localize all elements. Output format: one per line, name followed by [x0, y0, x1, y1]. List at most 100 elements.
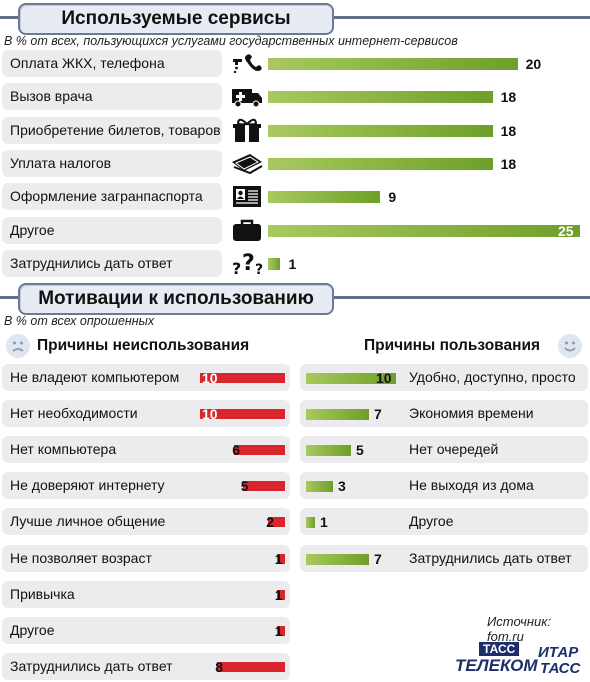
use-bar: [306, 554, 369, 565]
nonuse-row-bg: [2, 617, 290, 644]
nonuse-label: Лучше личное общение: [10, 513, 166, 529]
nonuse-bar: [217, 662, 285, 672]
nonuse-label: Не доверяют интернету: [10, 477, 165, 493]
use-value: 7: [374, 551, 382, 567]
use-bar: [306, 445, 351, 456]
nonuse-label: Другое: [10, 622, 55, 638]
nonuse-value: 10: [202, 406, 218, 422]
nonuse-label: Не владеют компьютером: [10, 369, 180, 385]
sad-face-icon: [6, 334, 30, 358]
tass-telecom-logo: ТАСС ТЕЛЕКОМ: [455, 642, 538, 675]
service-row-bg: [2, 250, 222, 277]
question-icon: ???: [230, 250, 264, 278]
nonuse-value: 1: [274, 551, 283, 567]
service-bar: [268, 58, 518, 70]
use-bar: [306, 373, 396, 384]
services-note: В % от всех, пользующихся услугами госуд…: [4, 34, 458, 48]
service-value: 18: [500, 156, 517, 172]
services-title: Используемые сервисы: [18, 3, 334, 35]
source-note: Источник: fom.ru: [487, 614, 551, 644]
service-row-bg: [2, 150, 222, 177]
nonuse-bar: [276, 554, 285, 564]
use-label: Экономия времени: [409, 405, 534, 421]
service-label: Вызов врача: [10, 88, 93, 104]
service-bar: [268, 191, 381, 203]
use-value: 1: [320, 514, 328, 530]
service-row-bg: [2, 217, 222, 244]
nonuse-bar: [200, 409, 285, 419]
nonuse-label: Нет компьютера: [10, 441, 117, 457]
service-value: 18: [500, 123, 517, 139]
passport-icon: [230, 183, 264, 209]
nonuse-label: Не позволяет возраст: [10, 550, 152, 566]
nonuse-value: 5: [240, 478, 249, 494]
service-bar: [268, 258, 281, 270]
service-row-bg: [2, 117, 222, 144]
nonuse-value: 6: [232, 442, 240, 458]
happy-face-icon: [558, 334, 582, 358]
nonuse-value: 10: [202, 370, 218, 386]
nonuse-row-bg: [2, 508, 290, 535]
nonuse-value: 8: [215, 659, 223, 675]
service-value: 20: [525, 56, 542, 72]
service-label: Затруднились дать ответ: [10, 255, 173, 271]
nonuse-bar: [276, 626, 285, 636]
briefcase-icon: [230, 217, 264, 243]
use-value: 5: [356, 442, 364, 458]
nonuse-value: 2: [266, 514, 274, 530]
service-row-bg: [2, 83, 222, 110]
service-bar: [268, 125, 493, 137]
service-label: Другое: [10, 222, 55, 238]
service-bar: [268, 225, 580, 237]
service-row-bg: [2, 50, 222, 77]
nonuse-row-bg: [2, 581, 290, 608]
faucet-phone-icon: [230, 50, 264, 76]
itar-tass-logo: ИТАР ТАСС: [538, 644, 581, 677]
service-label: Уплата налогов: [10, 155, 112, 171]
service-value: 9: [388, 189, 397, 205]
use-value: 7: [374, 406, 382, 422]
svg-text:?: ?: [255, 262, 263, 276]
service-label: Оформление загранпаспорта: [10, 188, 203, 204]
ambulance-icon: [230, 83, 264, 109]
service-label: Приобретение билетов, товаров: [10, 122, 221, 138]
nonuse-bar: [268, 517, 285, 527]
nonuse-label: Нет необходимости: [10, 405, 138, 421]
nonuse-bar: [200, 373, 285, 383]
use-bar: [306, 409, 369, 420]
use-value: 3: [338, 478, 346, 494]
nonuse-bar: [276, 590, 285, 600]
nonuse-label: Привычка: [10, 586, 75, 602]
use-bar: [306, 481, 333, 492]
nonuse-bar: [242, 481, 285, 491]
nonuse-bar: [234, 445, 285, 455]
use-value: 10: [376, 370, 392, 386]
nonuse-row-bg: [2, 472, 290, 499]
motivation-note: В % от всех опрошенных: [4, 314, 155, 328]
use-label: Затруднились дать ответ: [409, 550, 572, 566]
use-bar: [306, 517, 315, 528]
nonuse-value: 1: [274, 623, 283, 639]
nonuse-value: 1: [274, 587, 283, 603]
use-label: Не выходя из дома: [409, 477, 534, 493]
service-bar: [268, 91, 493, 103]
svg-text:?: ?: [232, 259, 241, 276]
svg-text:?: ?: [242, 251, 255, 276]
use-title: Причины пользования: [364, 337, 541, 354]
use-row-bg: [300, 472, 588, 499]
service-value: 18: [500, 89, 517, 105]
motivation-title: Мотивации к использованию: [18, 283, 334, 315]
service-value: 25: [558, 223, 574, 239]
use-label: Другое: [409, 513, 454, 529]
nonuse-label: Затруднились дать ответ: [10, 658, 173, 674]
use-label: Удобно, доступно, просто: [409, 369, 576, 385]
use-label: Нет очередей: [409, 441, 499, 457]
nonuse-row-bg: [2, 545, 290, 572]
money-icon: [230, 150, 264, 176]
service-row-bg: [2, 183, 222, 210]
use-row-bg: [300, 508, 588, 535]
service-value: 1: [288, 256, 297, 272]
nonuse-title: Причины неиспользования: [37, 337, 250, 354]
gift-icon: [230, 117, 264, 143]
service-bar: [268, 158, 493, 170]
